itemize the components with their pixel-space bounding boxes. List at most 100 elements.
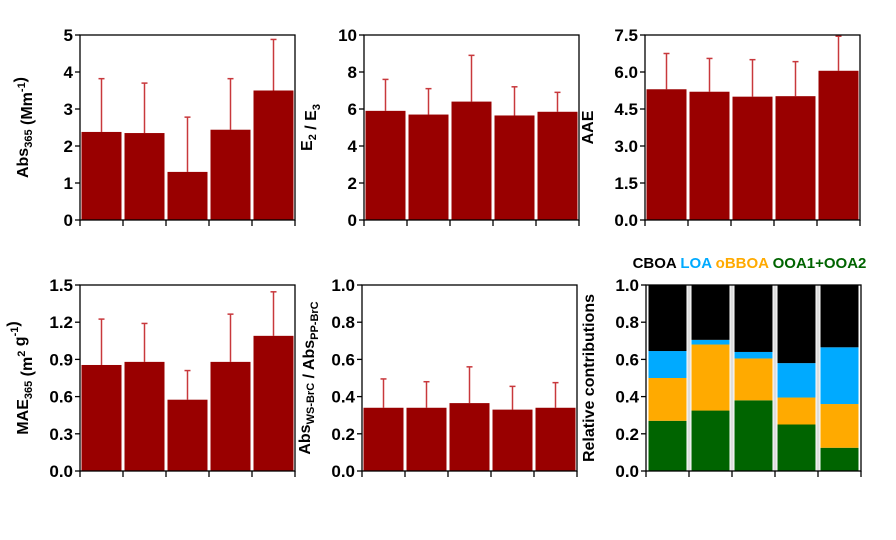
- bar-summer: [449, 403, 490, 471]
- bar-annual: [363, 407, 404, 471]
- bar-segment-loa: [734, 351, 773, 359]
- y-tick-label: 3: [64, 100, 73, 119]
- bar-segment-ooa1+ooa2: [734, 400, 773, 471]
- plot-frame: [644, 34, 861, 221]
- y-tick-label: 2: [348, 174, 357, 193]
- y-tick-label: 4.5: [614, 100, 638, 119]
- y-axis-label-part: -1: [16, 82, 28, 92]
- plot-frame: [645, 284, 862, 472]
- bar-spring: [124, 361, 165, 471]
- y-axis-label-part: ): [5, 321, 22, 326]
- y-tick-label: 1.5: [49, 276, 73, 295]
- bar-summer: [167, 171, 208, 220]
- y-tick-label: 6: [348, 100, 357, 119]
- y-axis-label-part: PP-BrC: [309, 301, 321, 340]
- y-tick-label: 3.0: [614, 137, 638, 156]
- bar-segment-loa: [648, 351, 687, 378]
- bar-segment-cboa: [820, 285, 859, 348]
- bar-segment-ooa1+ooa2: [691, 410, 730, 471]
- plot-frame: [79, 34, 296, 221]
- bar-annual: [81, 131, 122, 220]
- y-axis-label: E2 / E3: [299, 104, 323, 151]
- bar-autumn: [492, 409, 533, 471]
- y-axis-label-part: WS-BrC: [305, 383, 317, 425]
- y-tick-label: 0.6: [331, 350, 355, 369]
- y-tick-label: 1.5: [614, 174, 638, 193]
- panel-d: 0.0 0.3 0.6 0.9 1.2 1.5 MAE365 (m2 g-1): [5, 276, 296, 481]
- y-tick-label: 0: [64, 211, 73, 230]
- y-axis-label-part: / Abs: [301, 340, 318, 383]
- y-tick-label: 0.2: [331, 425, 355, 444]
- y-tick-label: 1.0: [331, 276, 355, 295]
- bar-autumn: [494, 115, 535, 220]
- y-tick-label: 0.0: [49, 462, 73, 481]
- y-tick-label: 0.6: [615, 350, 639, 369]
- y-axis-label-part: Abs: [297, 424, 314, 454]
- y-axis-label-part: ): [12, 77, 29, 82]
- bar-autumn: [775, 96, 816, 220]
- plot-frame: [363, 34, 580, 221]
- bar-segment-cboa: [777, 285, 816, 364]
- bar-segment-loa: [691, 339, 730, 345]
- bar-summer: [732, 96, 773, 220]
- bar-segment-ooa1+ooa2: [648, 420, 687, 471]
- bar-spring: [124, 133, 165, 220]
- bar-annual: [81, 364, 122, 471]
- bar-segment-obboa: [777, 397, 816, 425]
- y-tick-label: 0.8: [331, 313, 355, 332]
- bar-summer: [167, 399, 208, 471]
- panel-a: 0 1 2 3 4 5 Abs365 (Mm-1): [12, 26, 296, 230]
- legend-entry-ooa1+ooa2: OOA1+OOA2: [773, 255, 867, 272]
- y-axis-label: MAE365 (m2 g-1): [5, 321, 36, 434]
- y-axis-label-part: / E: [303, 110, 320, 134]
- y-axis-label-part: 2: [307, 134, 319, 140]
- panel-f: 0.0 0.2 0.4 0.6 0.8 1.0 Relative contributions…: [581, 255, 866, 481]
- y-axis-label-part: 365: [23, 381, 35, 399]
- bar-winter: [535, 407, 576, 471]
- y-axis-label-part: g: [12, 336, 29, 350]
- y-axis-label-part: E: [299, 140, 316, 151]
- panel-c: 0.0 1.5 3.0 4.5 6.0 7.5 AAE: [580, 26, 861, 230]
- y-axis-label-part: AAE: [580, 110, 597, 144]
- plot-frame: [361, 284, 578, 472]
- y-tick-label: 0.4: [615, 388, 639, 407]
- y-tick-label: 5: [64, 26, 73, 45]
- y-axis-label: AAE: [580, 110, 597, 144]
- y-axis-label-part: 3: [311, 104, 323, 110]
- bar-segment-ooa1+ooa2: [820, 447, 859, 471]
- y-tick-label: 0.0: [331, 462, 355, 481]
- y-tick-label: 1.2: [49, 313, 73, 332]
- y-axis-label: AbsWS-BrC / AbsPP-BrC: [297, 301, 321, 454]
- y-tick-label: 0.4: [331, 388, 355, 407]
- panel-e: 0.0 0.2 0.4 0.6 0.8 1.0 AbsWS-BrC / AbsPP-BrC: [297, 276, 578, 481]
- bar-annual: [646, 89, 687, 221]
- y-tick-label: 0.6: [49, 388, 73, 407]
- y-axis-label-part: (m: [19, 357, 36, 381]
- y-tick-label: 4: [348, 137, 358, 156]
- bar-segment-cboa: [648, 285, 687, 352]
- bar-autumn: [210, 361, 251, 471]
- y-tick-label: 0.8: [615, 313, 639, 332]
- y-tick-label: 7.5: [614, 26, 638, 45]
- bar-segment-obboa: [648, 378, 687, 421]
- y-axis-label: Relative contributions: [581, 294, 598, 462]
- bar-annual: [365, 110, 406, 220]
- bar-autumn: [210, 129, 251, 220]
- bar-segment-loa: [820, 347, 859, 405]
- bar-spring: [406, 407, 447, 471]
- bar-winter: [253, 90, 294, 220]
- y-tick-label: 4: [64, 63, 74, 82]
- y-axis-label-part: (Mm: [19, 92, 36, 129]
- y-tick-label: 0.3: [49, 425, 73, 444]
- y-tick-label: 1.0: [615, 276, 639, 295]
- bar-segment-cboa: [734, 285, 773, 352]
- y-tick-label: 0.9: [49, 350, 73, 369]
- bar-segment-obboa: [734, 358, 773, 401]
- legend-entry-obboa: oBBOA: [716, 255, 769, 272]
- bar-winter: [537, 111, 578, 220]
- y-axis-label-part: Relative contributions: [581, 294, 598, 462]
- plot-frame: [79, 284, 296, 472]
- legend-entry-loa: LOA: [680, 255, 712, 272]
